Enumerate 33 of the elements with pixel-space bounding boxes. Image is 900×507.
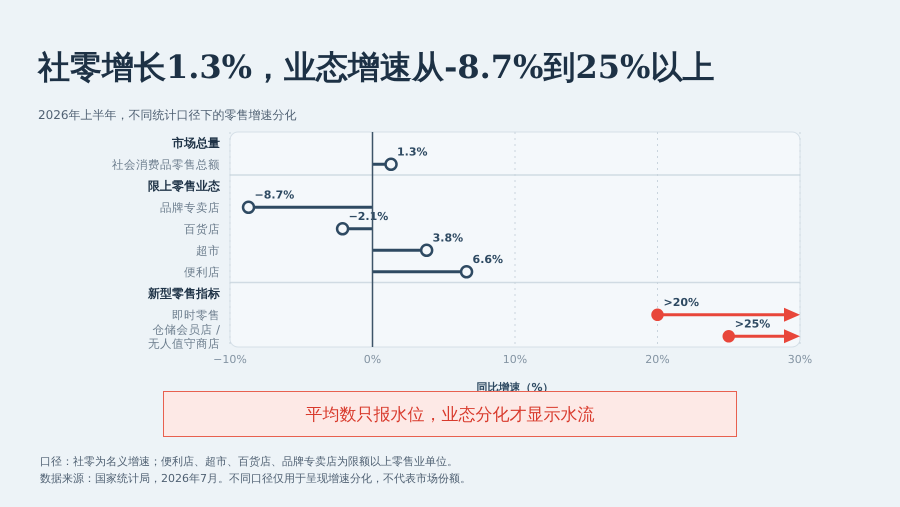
y-tick-label: 限上零售业态: [148, 178, 221, 193]
y-tick-label: 即时零售: [172, 308, 220, 322]
point: [651, 308, 664, 322]
chart-title: 社零增长1.3%，业态增速从-8.7%到25%以上: [38, 47, 714, 88]
data-label: 3.8%: [432, 231, 464, 244]
x-tick-label: 0%: [364, 352, 382, 366]
point: [336, 222, 350, 236]
data-label: >20%: [664, 296, 700, 309]
chart-subtitle: 2026年上半年，不同统计口径下的零售增速分化: [38, 107, 297, 124]
data-label: >25%: [734, 317, 770, 330]
text: 平均数只报水位，业态分化才显示水流: [306, 404, 594, 424]
x-tick-label: 20%: [645, 352, 670, 366]
source-note: 数据来源：国家统计局，2026年7月。不同口径仅用于呈现增速分化，不代表市场份额。: [40, 471, 471, 486]
y-tick-label: 市场总量: [171, 136, 220, 150]
data-label: 6.6%: [472, 252, 504, 266]
y-tick-label: 新型零售指标: [147, 286, 220, 300]
point: [420, 244, 434, 258]
point: [242, 200, 256, 214]
x-tick-label: −10%: [213, 352, 247, 366]
x-tick-label: 10%: [502, 352, 528, 366]
text: 口径：社零为名义增速；便利店、超市、百货店、品牌专卖店为限额以上零售业单位。: [40, 454, 458, 469]
point: [460, 265, 474, 279]
point: [722, 330, 735, 343]
y-tick-label: 百货店: [184, 222, 220, 236]
y-tick-label: 便利店: [184, 264, 220, 279]
data-label: −8.7%: [254, 188, 294, 202]
y-tick-label: 超市: [196, 243, 220, 258]
y-tick-label: 品牌专卖店: [160, 200, 220, 214]
x-tick-label: 30%: [788, 352, 812, 366]
y-tick-label: 社会消费品零售总额: [112, 157, 220, 172]
y-tick-label: 仓储会员店 / 无人值守商店: [148, 322, 220, 350]
point: [384, 158, 398, 172]
data-label: 1.3%: [397, 145, 428, 158]
